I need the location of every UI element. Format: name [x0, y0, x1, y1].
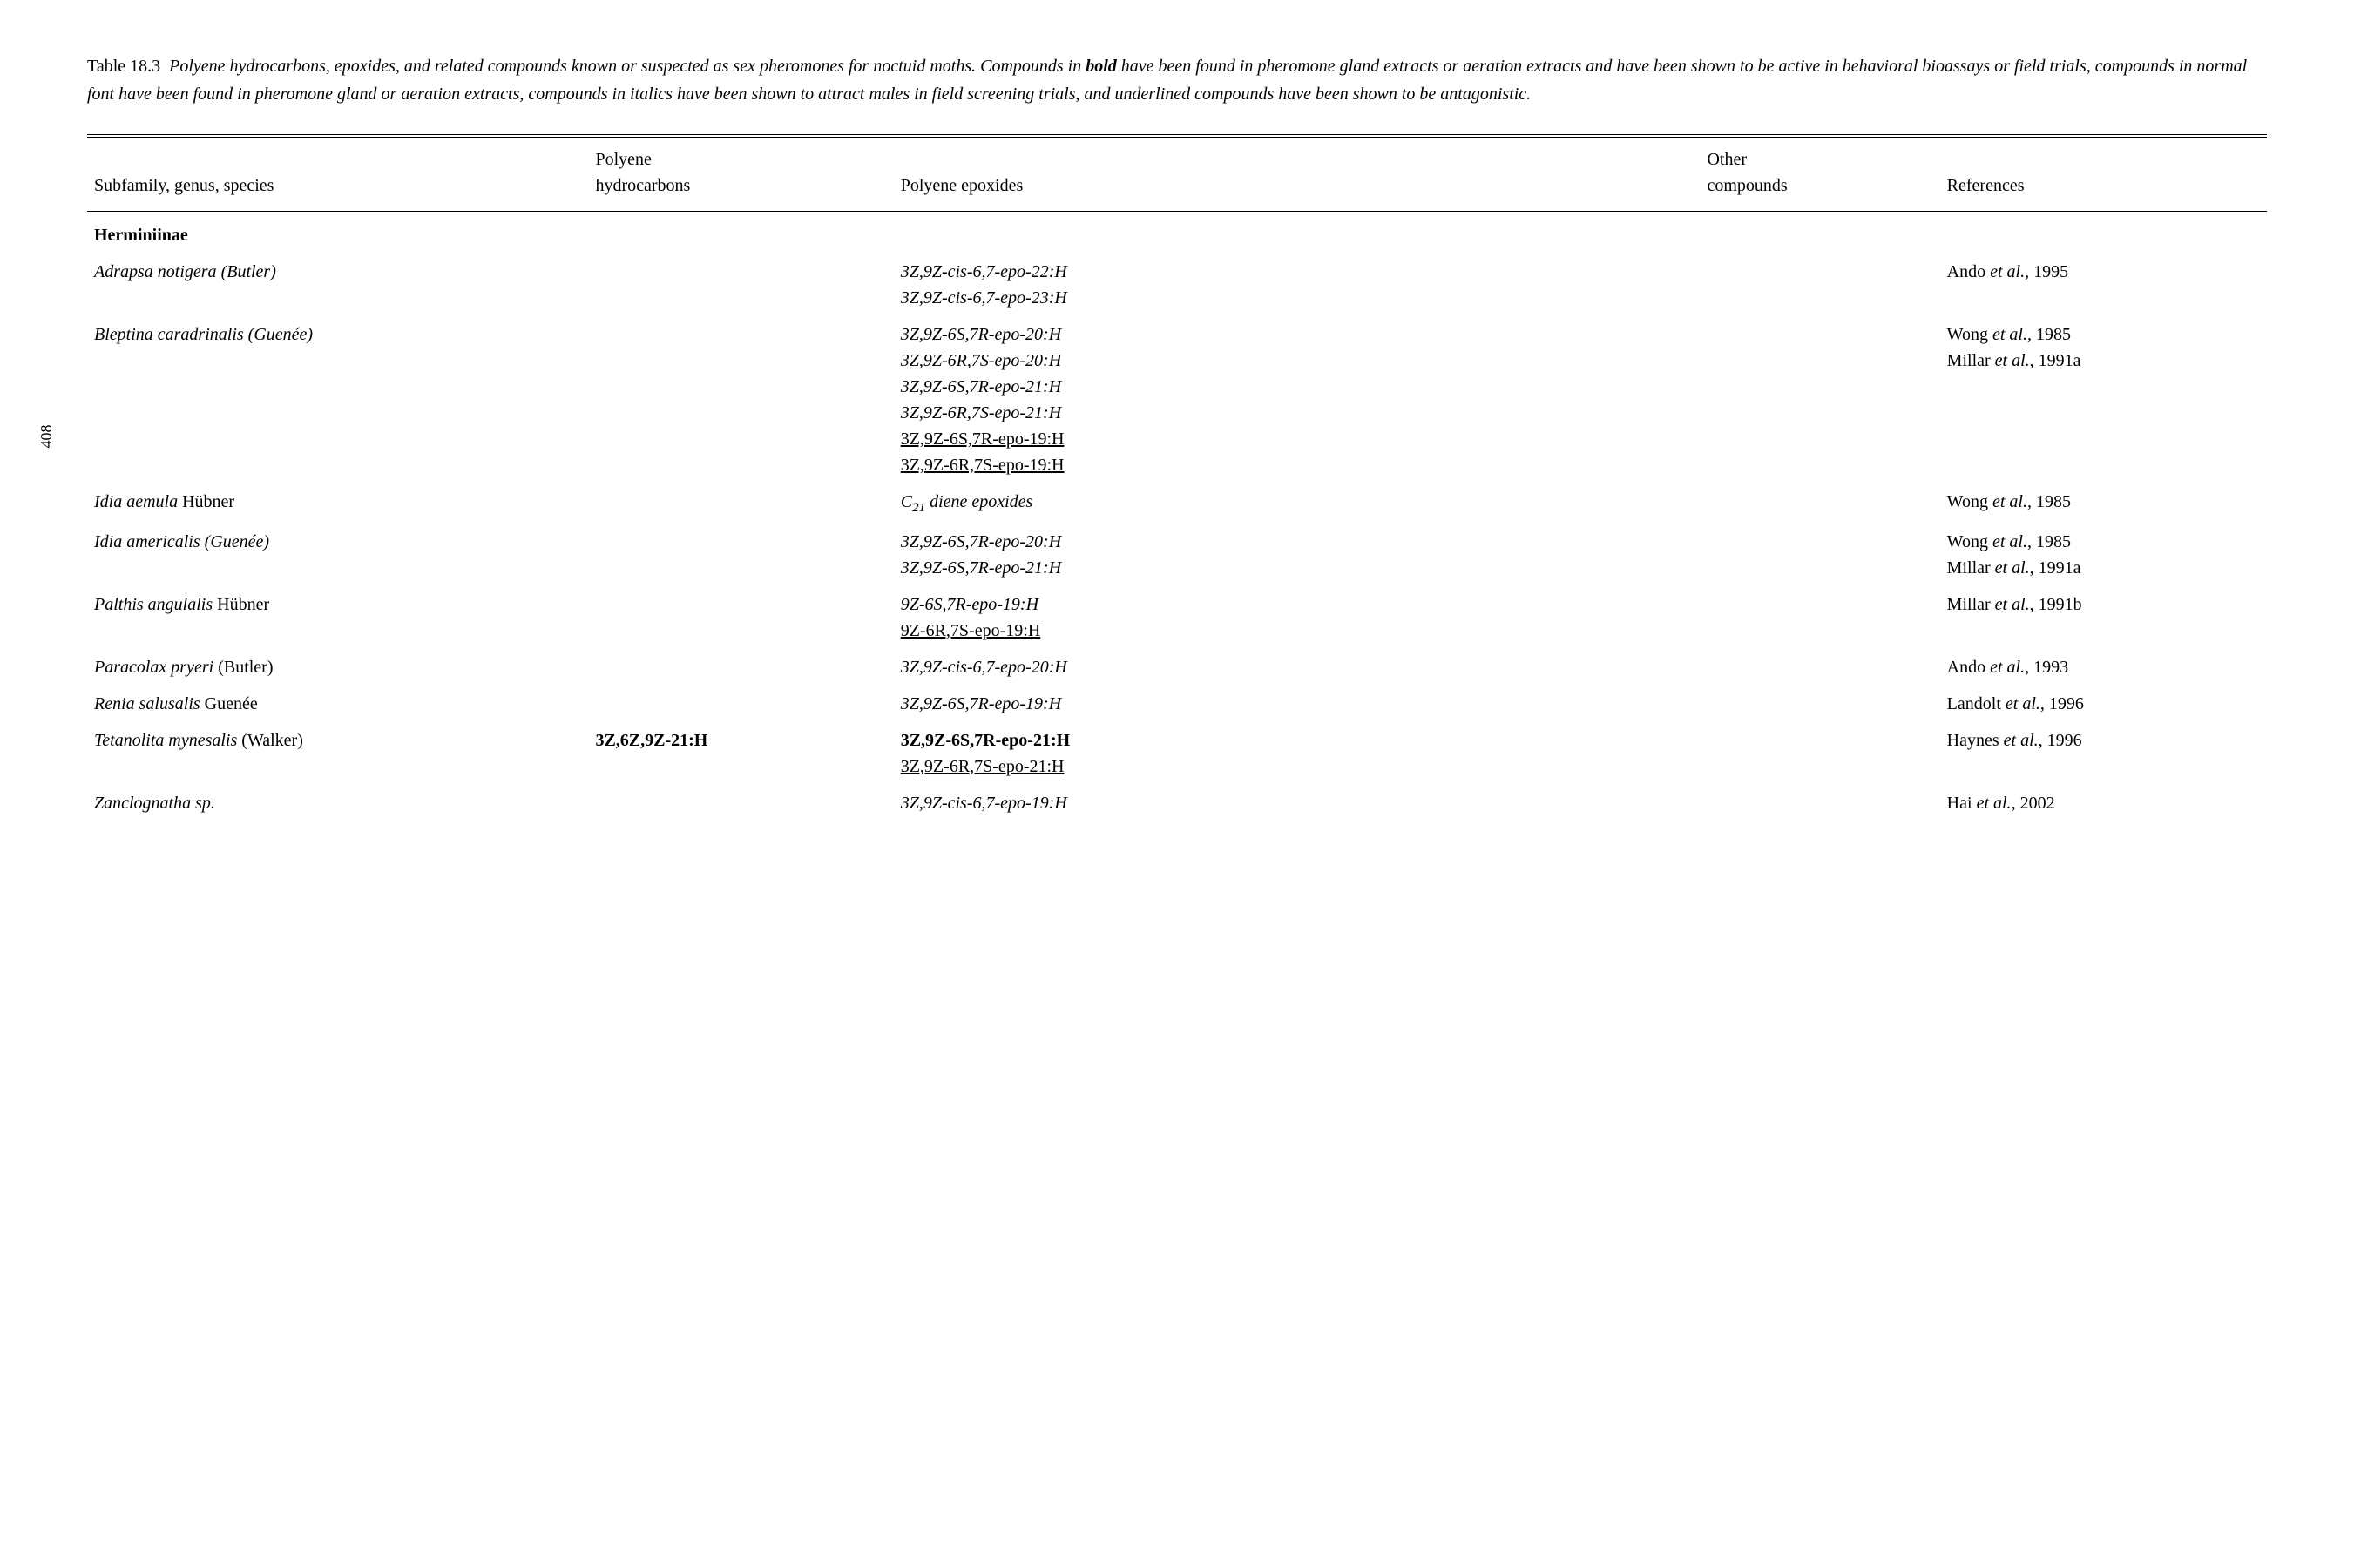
references-cell: Ando et al., 1993	[1940, 649, 2267, 686]
references-cell: Wong et al., 1985Millar et al., 1991a	[1940, 524, 2267, 586]
epoxides-cell: 3Z,9Z-cis-6,7-epo-20:H	[894, 649, 1701, 686]
species-cell: Tetanolita mynesalis (Walker)	[87, 722, 588, 785]
epoxides-cell: 9Z-6S,7R-epo-19:H9Z-6R,7S-epo-19:H	[894, 586, 1701, 649]
header-row: Subfamily, genus, species Polyenehydroca…	[87, 136, 2267, 212]
table-row: Tetanolita mynesalis (Walker)3Z,6Z,9Z-21…	[87, 722, 2267, 785]
hydrocarbons-cell	[588, 316, 893, 483]
species-cell: Paracolax pryeri (Butler)	[87, 649, 588, 686]
col-hydrocarbons: Polyenehydrocarbons	[588, 136, 893, 212]
epoxides-cell: 3Z,9Z-6S,7R-epo-20:H3Z,9Z-6S,7R-epo-21:H	[894, 524, 1701, 586]
col-other: Othercompounds	[1700, 136, 1939, 212]
other-cell	[1700, 785, 1939, 821]
other-cell	[1700, 686, 1939, 722]
hydrocarbons-cell	[588, 586, 893, 649]
col-species: Subfamily, genus, species	[87, 136, 588, 212]
species-cell: Renia salusalis Guenée	[87, 686, 588, 722]
references-cell: Ando et al., 1995	[1940, 253, 2267, 316]
table-caption: Table 18.3 Polyene hydrocarbons, epoxide…	[87, 52, 2267, 108]
col-references: References	[1940, 136, 2267, 212]
hydrocarbons-cell	[588, 686, 893, 722]
page-number: 408	[35, 425, 58, 449]
other-cell	[1700, 586, 1939, 649]
hydrocarbons-cell	[588, 785, 893, 821]
species-cell: Adrapsa notigera (Butler)	[87, 253, 588, 316]
table-row: Idia aemula Hübner C21 diene epoxides Wong…	[87, 483, 2267, 524]
table-row: Renia salusalis Guenée 3Z,9Z-6S,7R-epo-19…	[87, 686, 2267, 722]
references-cell: Haynes et al., 1996	[1940, 722, 2267, 785]
table-row: Idia americalis (Guenée) 3Z,9Z-6S,7R-epo-…	[87, 524, 2267, 586]
epoxides-cell: 3Z,9Z-cis-6,7-epo-22:H3Z,9Z-cis-6,7-epo-…	[894, 253, 1701, 316]
subfamily-name: Herminiinae	[87, 212, 2267, 254]
table-row: Paracolax pryeri (Butler) 3Z,9Z-cis-6,7-e…	[87, 649, 2267, 686]
other-cell	[1700, 649, 1939, 686]
other-cell	[1700, 524, 1939, 586]
references-cell: Millar et al., 1991b	[1940, 586, 2267, 649]
hydrocarbons-cell	[588, 253, 893, 316]
hydrocarbons-cell: 3Z,6Z,9Z-21:H	[588, 722, 893, 785]
table-row: Adrapsa notigera (Butler) 3Z,9Z-cis-6,7-e…	[87, 253, 2267, 316]
epoxides-cell: 3Z,9Z-6S,7R-epo-20:H3Z,9Z-6R,7S-epo-20:H…	[894, 316, 1701, 483]
caption-part1: Polyene hydrocarbons, epoxides, and rela…	[87, 57, 2247, 104]
other-cell	[1700, 253, 1939, 316]
species-cell: Idia aemula Hübner	[87, 483, 588, 524]
table-label: Table 18.3	[87, 57, 160, 76]
other-cell	[1700, 722, 1939, 785]
references-cell: Wong et al., 1985	[1940, 483, 2267, 524]
col-epoxides: Polyene epoxides	[894, 136, 1701, 212]
compounds-table: Subfamily, genus, species Polyenehydroca…	[87, 134, 2267, 821]
table-row: Palthis angulalis Hübner 9Z-6S,7R-epo-19:…	[87, 586, 2267, 649]
species-cell: Idia americalis (Guenée)	[87, 524, 588, 586]
epoxides-cell: C21 diene epoxides	[894, 483, 1701, 524]
species-cell: Palthis angulalis Hübner	[87, 586, 588, 649]
other-cell	[1700, 316, 1939, 483]
references-cell: Wong et al., 1985Millar et al., 1991a	[1940, 316, 2267, 483]
hydrocarbons-cell	[588, 483, 893, 524]
epoxides-cell: 3Z,9Z-6S,7R-epo-21:H3Z,9Z-6R,7S-epo-21:H	[894, 722, 1701, 785]
references-cell: Hai et al., 2002	[1940, 785, 2267, 821]
epoxides-cell: 3Z,9Z-6S,7R-epo-19:H	[894, 686, 1701, 722]
hydrocarbons-cell	[588, 649, 893, 686]
hydrocarbons-cell	[588, 524, 893, 586]
table-row: Bleptina caradrinalis (Guenée) 3Z,9Z-6S,7…	[87, 316, 2267, 483]
other-cell	[1700, 483, 1939, 524]
subfamily-row: Herminiinae	[87, 212, 2267, 254]
table-row: Zanclognatha sp. 3Z,9Z-cis-6,7-epo-19:H Ha…	[87, 785, 2267, 821]
references-cell: Landolt et al., 1996	[1940, 686, 2267, 722]
species-cell: Zanclognatha sp.	[87, 785, 588, 821]
species-cell: Bleptina caradrinalis (Guenée)	[87, 316, 588, 483]
epoxides-cell: 3Z,9Z-cis-6,7-epo-19:H	[894, 785, 1701, 821]
